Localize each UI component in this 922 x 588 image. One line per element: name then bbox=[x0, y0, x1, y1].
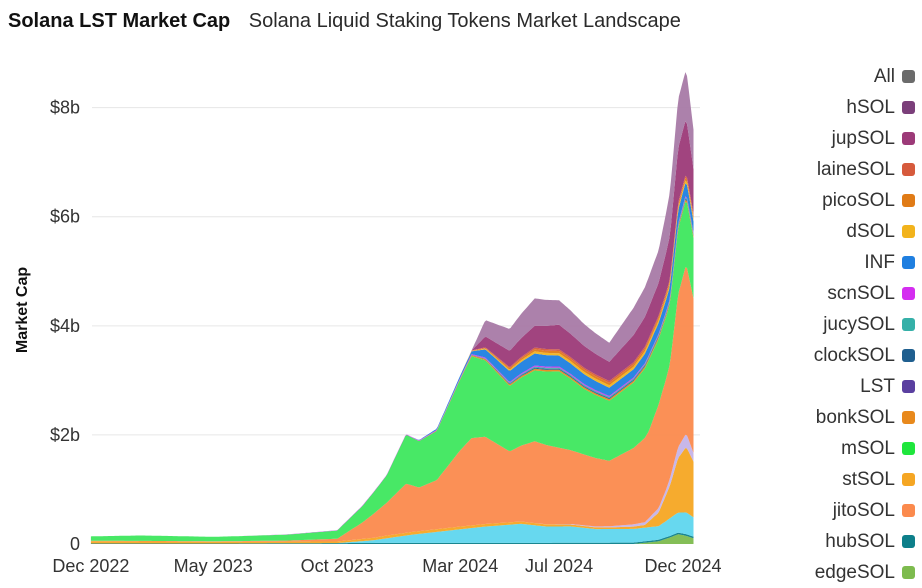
stacked-areas bbox=[90, 72, 694, 544]
legend-item-picoSOL[interactable]: picoSOL bbox=[760, 185, 915, 216]
legend-swatch bbox=[902, 504, 915, 517]
legend-swatch bbox=[902, 380, 915, 393]
legend-swatch bbox=[902, 442, 915, 455]
x-tick-label: Oct 2023 bbox=[301, 556, 374, 576]
legend-swatch bbox=[902, 256, 915, 269]
legend-label: bonkSOL bbox=[815, 406, 895, 428]
legend-item-bonkSOL[interactable]: bonkSOL bbox=[760, 402, 915, 433]
legend-item-hSOL[interactable]: hSOL bbox=[760, 92, 915, 123]
y-tick-label: $8b bbox=[50, 98, 80, 118]
legend-swatch bbox=[902, 132, 915, 145]
area-series-INF bbox=[90, 512, 694, 544]
legend-swatch bbox=[902, 535, 915, 548]
x-tick-label: Dec 2024 bbox=[644, 556, 721, 576]
legend-item-laineSOL[interactable]: laineSOL bbox=[760, 154, 915, 185]
legend-label: clockSOL bbox=[813, 344, 895, 366]
legend-label: laineSOL bbox=[816, 158, 895, 180]
legend-label: hSOL bbox=[846, 96, 895, 118]
legend-swatch bbox=[902, 349, 915, 362]
legend-label: edgeSOL bbox=[814, 561, 895, 583]
legend-item-INF[interactable]: INF bbox=[760, 247, 915, 278]
y-tick-label: $6b bbox=[50, 207, 80, 227]
chart-header: Solana LST Market Cap Solana Liquid Stak… bbox=[8, 10, 681, 40]
legend-label: LST bbox=[860, 375, 895, 397]
legend-item-All[interactable]: All bbox=[760, 61, 915, 92]
legend-swatch bbox=[902, 411, 915, 424]
legend-item-jitoSOL[interactable]: jitoSOL bbox=[760, 495, 915, 526]
legend-swatch bbox=[902, 318, 915, 331]
legend-item-jupSOL[interactable]: jupSOL bbox=[760, 123, 915, 154]
legend-label: mSOL bbox=[841, 437, 895, 459]
legend-swatch bbox=[902, 70, 915, 83]
legend-swatch bbox=[902, 101, 915, 114]
legend-item-hubSOL[interactable]: hubSOL bbox=[760, 526, 915, 557]
y-tick-label: $4b bbox=[50, 316, 80, 336]
legend-label: scnSOL bbox=[827, 282, 895, 304]
legend-label: jitoSOL bbox=[832, 499, 895, 521]
chart-subtitle: Solana Liquid Staking Tokens Market Land… bbox=[248, 10, 681, 32]
legend-item-dSOL[interactable]: dSOL bbox=[760, 216, 915, 247]
legend-swatch bbox=[902, 566, 915, 579]
legend-label: INF bbox=[864, 251, 895, 273]
y-axis-title: Market Cap bbox=[14, 267, 31, 353]
legend-label: jupSOL bbox=[831, 127, 895, 149]
legend-item-stSOL[interactable]: stSOL bbox=[760, 464, 915, 495]
legend-label: hubSOL bbox=[825, 530, 895, 552]
legend-label: dSOL bbox=[846, 220, 895, 242]
legend-item-mSOL[interactable]: mSOL bbox=[760, 433, 915, 464]
x-tick-label: Mar 2024 bbox=[422, 556, 498, 576]
legend-item-edgeSOL[interactable]: edgeSOL bbox=[760, 557, 915, 588]
legend-swatch bbox=[902, 225, 915, 238]
chart-title: Solana LST Market Cap bbox=[8, 10, 231, 32]
area-series-jitoSOL bbox=[90, 267, 694, 542]
chart-legend: All hSOL jupSOL laineSOL picoSOL dSOL INF scnSO… bbox=[760, 61, 915, 588]
area-series-mSOL bbox=[90, 201, 694, 542]
legend-label: jucySOL bbox=[823, 313, 895, 335]
legend-label: picoSOL bbox=[822, 189, 895, 211]
x-tick-label: May 2023 bbox=[174, 556, 253, 576]
legend-swatch bbox=[902, 473, 915, 486]
legend-item-clockSOL[interactable]: clockSOL bbox=[760, 340, 915, 371]
legend-swatch bbox=[902, 287, 915, 300]
x-tick-label: Jul 2024 bbox=[525, 556, 593, 576]
legend-label: stSOL bbox=[842, 468, 895, 490]
axes: 0 $2b $4b $6b $8b Dec 2022 May 2023 Oct 2023 Mar… bbox=[50, 98, 722, 576]
y-tick-label: $2b bbox=[50, 425, 80, 445]
x-tick-label: Dec 2022 bbox=[52, 556, 129, 576]
legend-item-scnSOL[interactable]: scnSOL bbox=[760, 278, 915, 309]
legend-swatch bbox=[902, 163, 915, 176]
legend-item-jucySOL[interactable]: jucySOL bbox=[760, 309, 915, 340]
y-tick-label: 0 bbox=[70, 534, 80, 554]
legend-swatch bbox=[902, 194, 915, 207]
area-series-hubSOL bbox=[90, 532, 694, 544]
legend-label: All bbox=[873, 65, 895, 87]
legend-item-LST[interactable]: LST bbox=[760, 371, 915, 402]
